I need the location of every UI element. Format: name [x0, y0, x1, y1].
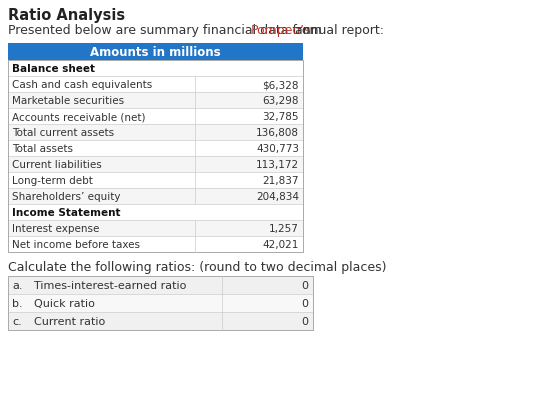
Text: 113,172: 113,172 — [256, 159, 299, 170]
Text: Ratio Analysis: Ratio Analysis — [8, 8, 125, 23]
Text: Accounts receivable (net): Accounts receivable (net) — [12, 112, 145, 122]
FancyBboxPatch shape — [8, 204, 303, 221]
Text: 63,298: 63,298 — [263, 96, 299, 106]
FancyBboxPatch shape — [8, 109, 303, 125]
FancyBboxPatch shape — [8, 77, 303, 93]
Text: Quick ratio: Quick ratio — [34, 298, 95, 308]
FancyBboxPatch shape — [8, 61, 303, 77]
Text: Current liabilities: Current liabilities — [12, 159, 102, 170]
Text: $6,328: $6,328 — [263, 80, 299, 90]
FancyBboxPatch shape — [8, 173, 303, 189]
Text: Net income before taxes: Net income before taxes — [12, 240, 140, 249]
Text: 32,785: 32,785 — [263, 112, 299, 122]
FancyBboxPatch shape — [8, 157, 303, 173]
Text: Interest expense: Interest expense — [12, 223, 99, 233]
Text: Current ratio: Current ratio — [34, 316, 105, 326]
FancyBboxPatch shape — [8, 44, 303, 61]
Text: annual report:: annual report: — [291, 24, 384, 37]
FancyBboxPatch shape — [8, 312, 313, 330]
Text: Income Statement: Income Statement — [12, 207, 121, 218]
Text: Cash and cash equivalents: Cash and cash equivalents — [12, 80, 152, 90]
FancyBboxPatch shape — [8, 276, 313, 294]
Text: Total assets: Total assets — [12, 144, 73, 154]
Text: 204,834: 204,834 — [256, 192, 299, 202]
Text: Pompeo’s: Pompeo’s — [250, 24, 311, 37]
Text: 430,773: 430,773 — [256, 144, 299, 154]
Text: 21,837: 21,837 — [263, 176, 299, 185]
Text: 0: 0 — [301, 280, 308, 290]
Text: 0: 0 — [301, 298, 308, 308]
FancyBboxPatch shape — [8, 294, 313, 312]
Text: Times-interest-earned ratio: Times-interest-earned ratio — [34, 280, 187, 290]
Text: Calculate the following ratios: (round to two decimal places): Calculate the following ratios: (round t… — [8, 260, 386, 273]
FancyBboxPatch shape — [8, 189, 303, 204]
Text: 1,257: 1,257 — [269, 223, 299, 233]
FancyBboxPatch shape — [8, 236, 303, 252]
FancyBboxPatch shape — [8, 125, 303, 141]
Text: c.: c. — [12, 316, 22, 326]
FancyBboxPatch shape — [8, 221, 303, 236]
FancyBboxPatch shape — [8, 141, 303, 157]
Text: 136,808: 136,808 — [256, 128, 299, 138]
Text: Balance sheet: Balance sheet — [12, 64, 95, 74]
FancyBboxPatch shape — [8, 93, 303, 109]
Text: Shareholders’ equity: Shareholders’ equity — [12, 192, 121, 202]
Text: Total current assets: Total current assets — [12, 128, 114, 138]
Text: Marketable securities: Marketable securities — [12, 96, 124, 106]
Text: a.: a. — [12, 280, 23, 290]
Text: 42,021: 42,021 — [263, 240, 299, 249]
Text: Long-term debt: Long-term debt — [12, 176, 93, 185]
Text: 0: 0 — [301, 316, 308, 326]
Text: Amounts in millions: Amounts in millions — [90, 46, 221, 59]
Text: b.: b. — [12, 298, 23, 308]
Text: Presented below are summary financial data from: Presented below are summary financial da… — [8, 24, 326, 37]
